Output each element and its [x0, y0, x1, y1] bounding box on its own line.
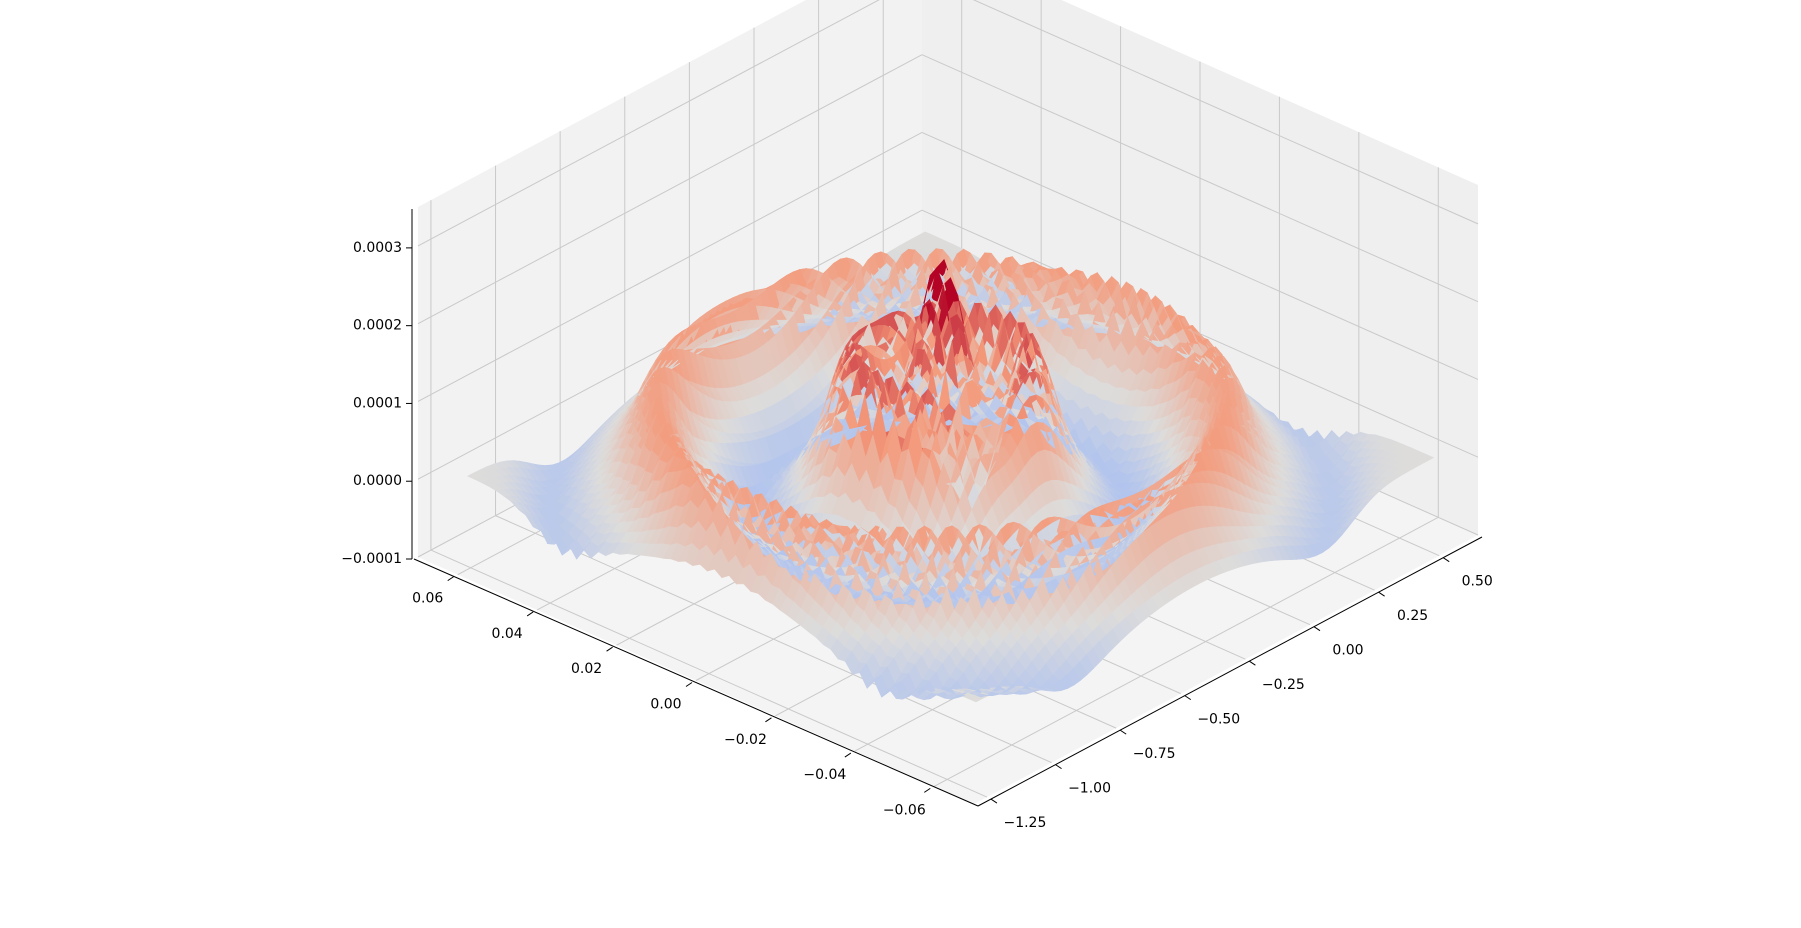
grid-line-z — [921, 54, 1479, 303]
grid-line-z — [972, 0, 1479, 225]
grid-line-z — [417, 54, 923, 325]
y-tick-mark — [1055, 764, 1062, 770]
x-tick-label: 0.04 — [492, 626, 523, 642]
y-tick-mark — [990, 798, 998, 804]
x-tick-mark — [924, 787, 931, 793]
z-tick-label: 0.0000 — [353, 473, 402, 489]
x-tick-label: −0.02 — [724, 732, 767, 748]
z-tick-label: 0.0001 — [353, 395, 402, 411]
z-tick-label: −0.0001 — [341, 551, 402, 567]
y-tick-label: −0.50 — [1197, 712, 1240, 728]
grid-line-z — [417, 132, 923, 402]
x-tick-mark — [526, 611, 534, 617]
y-tick-mark — [1313, 626, 1321, 632]
grid-line-y — [495, 515, 1052, 764]
y-tick-label: 0.50 — [1462, 574, 1493, 590]
x-tick-label: −0.06 — [883, 802, 926, 818]
y-tick-label: −1.25 — [1003, 815, 1046, 831]
x-tick-mark — [765, 717, 772, 723]
x-tick-label: 0.00 — [650, 697, 681, 713]
grid-line-z — [921, 131, 1479, 380]
x-tick-label: −0.04 — [803, 767, 846, 783]
x-tick-mark — [606, 646, 613, 652]
grid-line-y — [430, 549, 988, 798]
grid-line-x — [934, 516, 1439, 787]
y-tick-mark — [1249, 660, 1256, 666]
x-tick-mark — [685, 682, 693, 687]
y-tick-label: −0.25 — [1262, 677, 1305, 693]
y-tick-mark — [1184, 695, 1192, 701]
z-tick-label: 0.0003 — [353, 240, 402, 256]
x-tick-mark — [447, 576, 454, 582]
y-tick-label: −0.75 — [1133, 746, 1176, 762]
y-tick-label: 0.25 — [1397, 608, 1428, 624]
left-wall-pane — [418, 0, 922, 557]
grid-line-z — [417, 0, 880, 247]
x-tick-mark — [844, 752, 852, 758]
x-tick-label: 0.06 — [412, 591, 443, 607]
z-tick-label: 0.0002 — [353, 318, 402, 334]
y-tick-mark — [1378, 591, 1385, 597]
surface-mesh — [466, 231, 1435, 703]
y-tick-mark — [1119, 729, 1127, 735]
y-tick-label: −1.00 — [1068, 781, 1111, 797]
y-tick-mark — [1442, 557, 1450, 563]
y-tick-label: 0.00 — [1332, 643, 1363, 659]
grid-line-z — [921, 209, 1479, 458]
x-tick-label: 0.02 — [571, 661, 602, 677]
